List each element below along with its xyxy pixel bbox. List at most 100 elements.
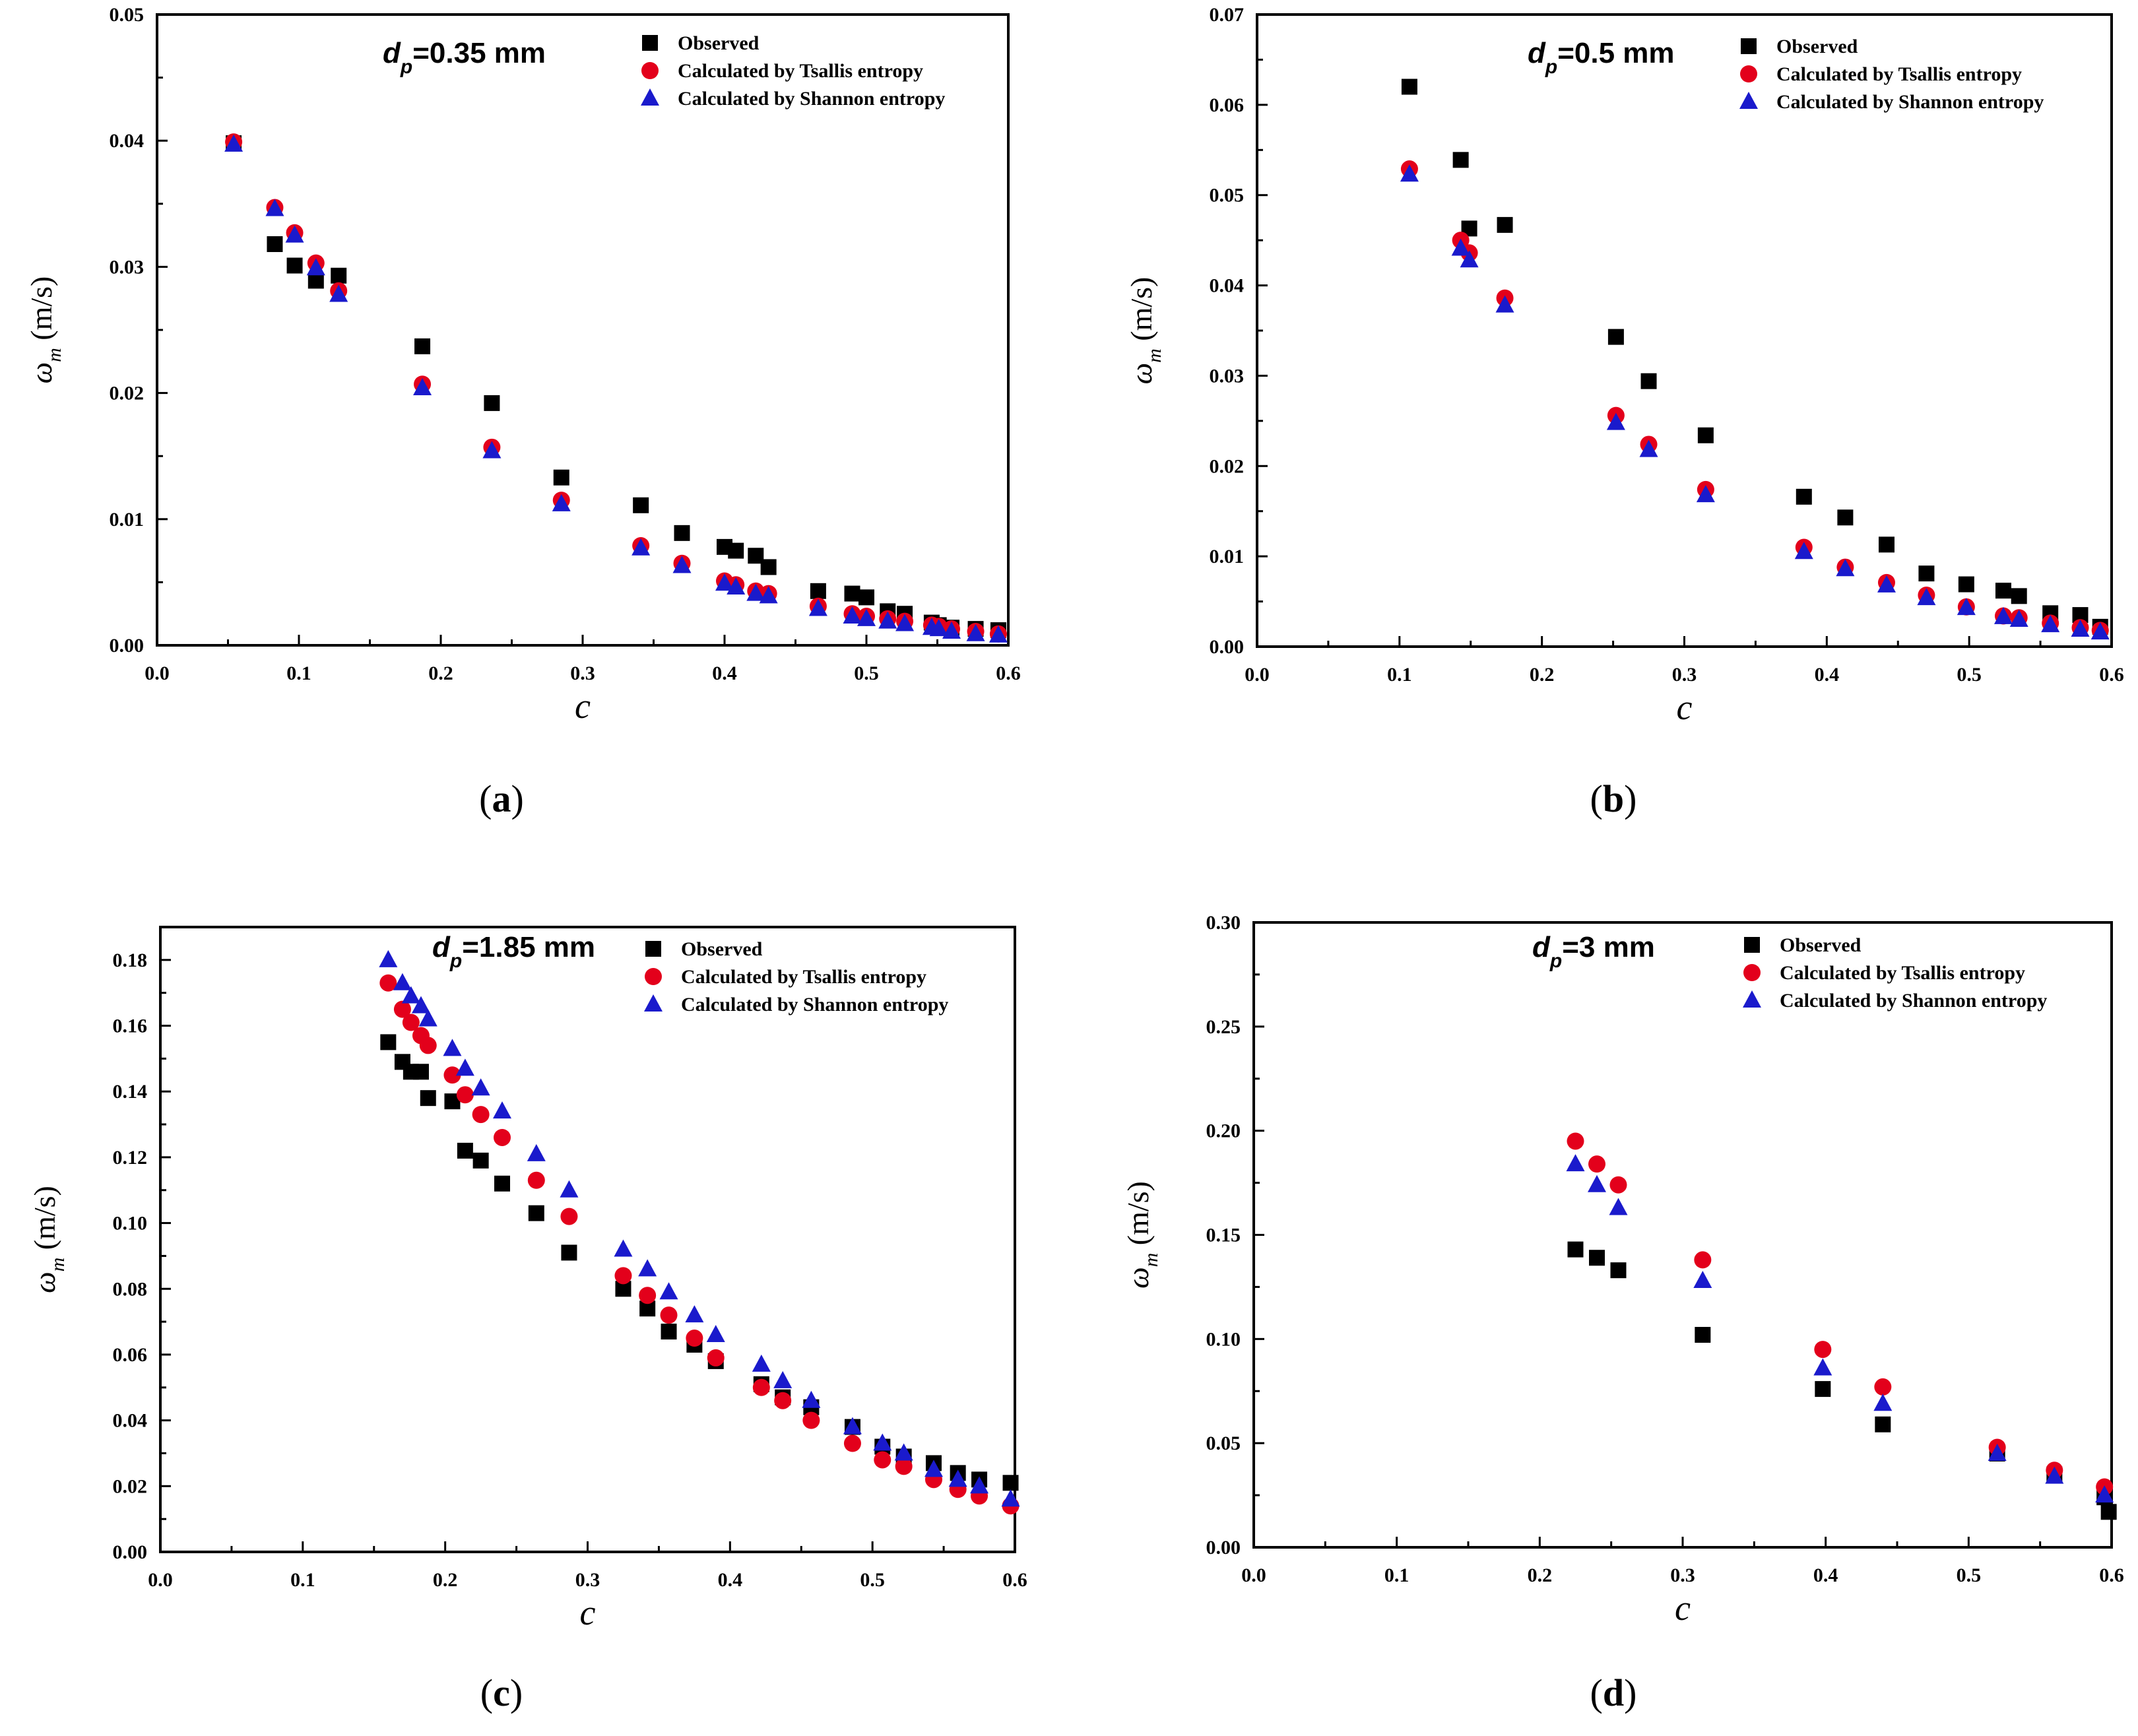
data-point-shannon — [715, 573, 734, 591]
data-point-observed — [267, 236, 283, 252]
series-shannon — [1566, 1154, 2114, 1503]
data-point-shannon — [1693, 1270, 1712, 1288]
data-point-observed — [1640, 373, 1657, 389]
data-point-shannon — [878, 611, 897, 629]
data-point-observed — [1697, 427, 1714, 443]
data-point-shannon — [1988, 1443, 2007, 1461]
data-point-tsallis — [639, 1287, 657, 1304]
data-point-shannon — [873, 1433, 892, 1451]
y-tick-label: 0.01 — [110, 509, 145, 530]
data-point-observed — [1837, 509, 1854, 526]
y-tick-label: 0.00 — [1206, 1537, 1241, 1559]
y-tick-label: 0.05 — [110, 4, 145, 26]
data-point-shannon — [988, 625, 1008, 643]
data-point-shannon — [1873, 1394, 1893, 1411]
panel-caption-letter: c — [493, 1671, 510, 1714]
y-tick-label: 0.05 — [1210, 185, 1245, 207]
annotation-symbol: d — [1528, 37, 1546, 69]
annotation-value: =1.85 mm — [462, 931, 595, 963]
data-point-observed — [412, 1064, 429, 1080]
legend-marker-shannon — [644, 994, 663, 1012]
data-point-shannon — [552, 494, 571, 511]
y-tick-label: 0.14 — [113, 1081, 148, 1103]
legend-marker-observed — [1741, 38, 1757, 54]
data-point-tsallis — [1609, 1176, 1627, 1194]
data-point-observed — [1452, 152, 1469, 168]
data-point-shannon — [857, 608, 876, 626]
x-tick-label: 0.2 — [1528, 1564, 1553, 1586]
legend-marker-shannon — [641, 88, 659, 106]
data-point-shannon — [401, 986, 420, 1004]
data-point-observed — [1796, 488, 1812, 505]
annotation-subscript: p — [1549, 950, 1562, 972]
data-point-observed — [331, 267, 347, 284]
data-point-tsallis — [660, 1306, 678, 1324]
y-tick-label: 0.05 — [1206, 1432, 1241, 1454]
data-point-shannon — [1588, 1174, 1606, 1192]
data-point-tsallis — [393, 1000, 411, 1018]
y-tick-label: 0.04 — [1210, 275, 1245, 297]
x-tick-label: 0.5 — [1957, 664, 1982, 686]
data-point-shannon — [942, 621, 961, 639]
data-point-shannon — [1836, 559, 1855, 577]
data-point-shannon — [1606, 412, 1625, 430]
data-point-shannon — [759, 586, 778, 604]
data-point-shannon — [1957, 598, 1976, 616]
y-tick-label: 0.25 — [1206, 1016, 1241, 1038]
data-point-tsallis — [402, 1013, 420, 1031]
x-tick-label: 0.3 — [1670, 1564, 1695, 1586]
data-point-tsallis — [419, 1037, 437, 1054]
data-point-tsallis — [752, 1378, 770, 1396]
y-tick-label: 0.12 — [113, 1147, 148, 1169]
data-point-shannon — [1696, 485, 1715, 503]
data-point-observed — [484, 395, 500, 411]
data-point-observed — [674, 525, 690, 541]
data-point-shannon — [411, 996, 430, 1013]
legend-marker-tsallis — [641, 62, 659, 79]
legend-label-shannon: Calculated by Shannon entropy — [681, 994, 948, 1015]
data-point-shannon — [970, 1476, 989, 1494]
x-tick-label: 0.3 — [575, 1569, 600, 1591]
x-tick-label: 0.0 — [1241, 1564, 1266, 1586]
y-tick-label: 0.15 — [1206, 1225, 1241, 1246]
panel-caption-letter: a — [492, 777, 511, 820]
data-point-shannon — [773, 1370, 793, 1388]
legend-label-tsallis: Calculated by Tsallis entropy — [678, 60, 923, 82]
panel-caption-letter: b — [1603, 777, 1624, 820]
data-point-tsallis — [527, 1171, 545, 1189]
data-point-shannon — [808, 598, 827, 616]
y-axis-label: ωm (m/s) — [1121, 1181, 1162, 1289]
x-tick-label: 0.0 — [145, 662, 170, 684]
data-point-shannon — [1566, 1154, 1585, 1172]
y-tick-label: 0.30 — [1206, 912, 1241, 934]
data-point-shannon — [929, 619, 948, 637]
data-point-shannon — [2041, 615, 2060, 633]
data-point-shannon — [455, 1058, 474, 1076]
series-tsallis — [379, 974, 1020, 1515]
data-point-shannon — [471, 1078, 490, 1096]
data-point-shannon — [418, 1009, 437, 1027]
annotation-subscript: p — [1545, 56, 1557, 78]
series-shannon — [379, 949, 1020, 1507]
data-point-tsallis — [774, 1392, 792, 1409]
y-axis-label: ωm (m/s) — [28, 1186, 69, 1293]
legend-marker-shannon — [1739, 92, 1758, 109]
data-point-shannon — [482, 441, 502, 459]
series-tsallis — [1567, 1132, 2114, 1496]
data-point-observed — [1607, 329, 1624, 345]
series-observed — [380, 1034, 1019, 1491]
x-tick-label: 0.1 — [1387, 664, 1412, 686]
panel-caption: (c) — [480, 1671, 523, 1714]
data-point-shannon — [2090, 622, 2110, 640]
x-tick-label: 0.5 — [1957, 1564, 1982, 1586]
legend-label-shannon: Calculated by Shannon entropy — [1780, 990, 2047, 1012]
data-point-shannon — [1794, 542, 1813, 560]
x-axis-label: c — [1677, 688, 1693, 727]
data-point-shannon — [2045, 1466, 2064, 1484]
data-point-shannon — [706, 1325, 725, 1343]
legend-marker-observed — [1744, 937, 1760, 953]
data-point-tsallis — [494, 1128, 511, 1146]
annotation-subscript: p — [400, 56, 412, 78]
particle-size-annotation: dp=1.85 mm — [432, 931, 595, 972]
data-point-observed — [858, 589, 874, 606]
